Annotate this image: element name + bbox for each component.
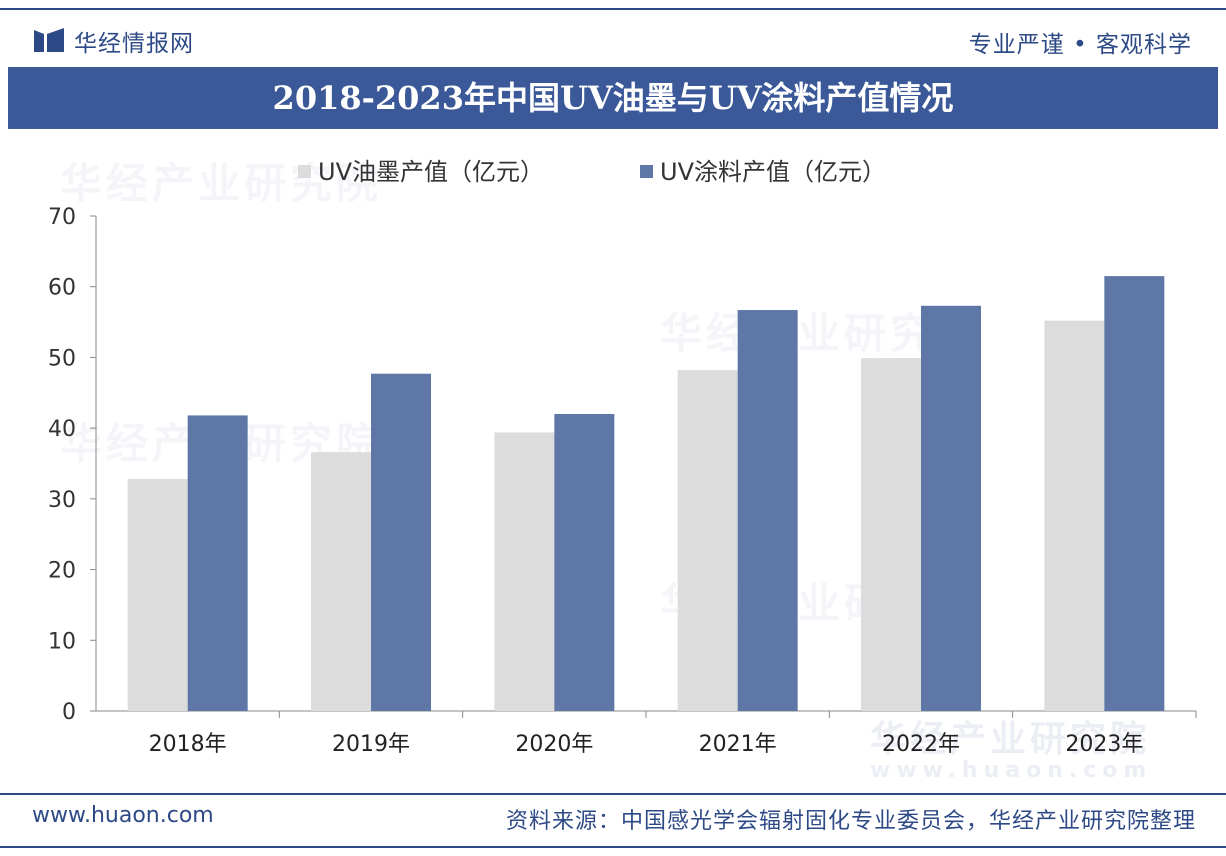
watermark-text: 华经产业研究院 [870,719,1151,760]
legend-label-uv-coating: UV涂料产值（亿元） [660,158,886,186]
bar-uv-ink [677,370,738,711]
x-tick-label: 2021年 [699,732,777,757]
x-tick-label: 2023年 [1065,732,1143,757]
footer-source: 资料来源：中国感光学会辐射固化专业委员会，华经产业研究院整理 [505,809,1196,834]
brand: 华经情报网 [34,24,194,58]
bar-uv-coating [1104,276,1165,711]
y-tick-label: 40 [48,417,76,442]
title-bar: 2018-2023年中国UV油墨与UV涂料产值情况 [8,67,1218,129]
brand-name: 华经情报网 [74,31,194,57]
y-tick-label: 10 [48,629,76,654]
y-tick-label: 70 [48,205,76,230]
footer-url[interactable]: www.huaon.com [32,803,214,828]
brand-logo-icon [34,28,64,52]
bar-uv-coating [371,373,431,711]
y-tick-label: 60 [48,276,76,301]
slogan: 专业严谨 • 客观科学 [968,32,1192,58]
bar-chart: 0 10 20 30 40 50 60 70 2018年 2019年 2020年 2021年 2022年… [48,158,1197,757]
chart-area: 华经产业研究院 华经产业研究院 华经产业研究院 华经产业研究院 华经产业研究院 … [0,130,1226,790]
x-tick-label: 2022年 [882,732,960,757]
legend-swatch-uv-ink [298,165,311,178]
bar-uv-coating [187,415,248,711]
bar-uv-coating [737,310,798,711]
bottom-rule [0,793,1226,795]
y-tick-label: 30 [48,488,76,513]
x-tick-label: 2018年 [149,732,227,757]
bar-uv-ink [311,452,371,711]
watermark-url: www.huaon.com [870,758,1153,783]
x-tick-label: 2019年 [332,732,410,757]
top-rule [0,8,1226,10]
bar-uv-ink [127,479,188,711]
y-tick-label: 20 [48,559,76,584]
chart-title: 2018-2023年中国UV油墨与UV涂料产值情况 [272,79,954,117]
y-tick-label: 50 [48,346,76,371]
legend-label-uv-ink: UV油墨产值（亿元） [318,158,544,186]
bar-uv-ink [1044,320,1105,711]
bar-uv-coating [921,305,981,711]
bottom-rule-lower [0,846,1226,848]
x-tick-label: 2020年 [515,732,593,757]
watermark-text: 华经产业研究院 [60,159,383,208]
y-tick-label: 0 [62,700,76,725]
bar-uv-ink [494,432,555,711]
header: 华经情报网 专业严谨 • 客观科学 [0,12,1226,66]
legend-swatch-uv-coating [640,165,653,178]
bar-uv-coating [554,414,615,711]
bar-uv-ink [861,358,921,711]
